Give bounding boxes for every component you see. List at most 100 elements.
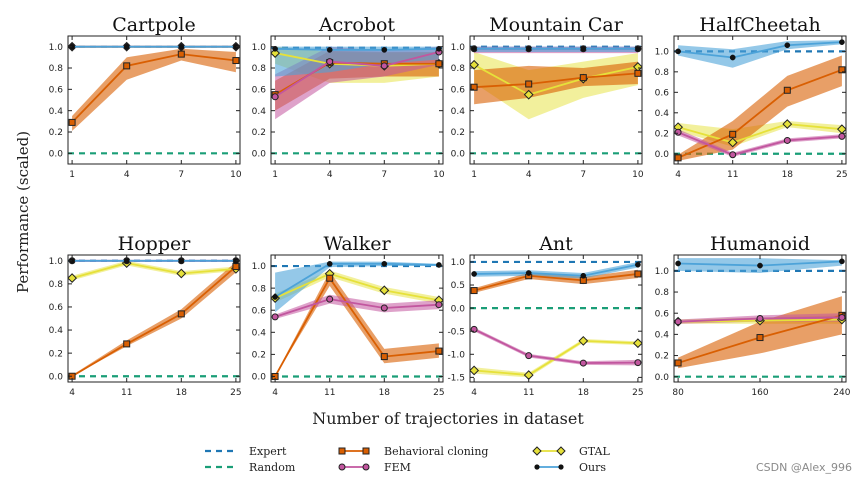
axes-frame-mountain-car bbox=[469, 35, 643, 165]
legend-label-gtal: GTAL bbox=[579, 445, 610, 458]
fem-point bbox=[525, 352, 533, 360]
ours-point bbox=[326, 47, 333, 53]
fem-point bbox=[783, 136, 791, 144]
x-tick-label: 160 bbox=[751, 388, 768, 398]
bc-point bbox=[470, 83, 478, 91]
gtal-point bbox=[782, 119, 793, 129]
x-tick-label: 18 bbox=[782, 170, 794, 180]
fem-point bbox=[838, 313, 846, 321]
x-tick-label: 4 bbox=[69, 388, 75, 398]
y-tick-label: 0.2 bbox=[655, 352, 669, 362]
y-tick-label: 0.0 bbox=[252, 373, 267, 383]
fem-point bbox=[271, 93, 279, 101]
ours-point bbox=[757, 262, 763, 269]
gtal-point bbox=[578, 335, 589, 346]
ours-point bbox=[272, 294, 278, 300]
y-tick-label: -1.0 bbox=[447, 350, 465, 360]
subplot-hopper: Hopper 0.0 0.2 0.4 0.6 0.8 1.0 4 11 18 25 bbox=[49, 233, 242, 398]
bc-point bbox=[756, 334, 764, 342]
y-tick-label: 0.6 bbox=[451, 86, 466, 96]
ours-point bbox=[436, 45, 442, 52]
legend-marker-bc bbox=[338, 447, 346, 455]
bc-point bbox=[674, 359, 682, 367]
subplot-title-mountain-car: Mountain Car bbox=[489, 14, 624, 36]
fem-line bbox=[274, 51, 440, 98]
bc-point bbox=[177, 50, 185, 58]
y-tick-label: 0.6 bbox=[252, 306, 267, 316]
ours-band bbox=[474, 261, 638, 279]
y-tick-label: 0.8 bbox=[252, 284, 267, 294]
y-tick-label: 0.0 bbox=[451, 304, 466, 314]
x-tick-label: 25 bbox=[836, 170, 847, 180]
bc-band bbox=[678, 55, 842, 161]
subplot-title-hopper: Hopper bbox=[118, 233, 192, 255]
bc-line bbox=[71, 265, 237, 378]
plot-area-mountain-car bbox=[470, 45, 642, 155]
y-tick-label: 0.2 bbox=[252, 351, 266, 361]
subplot-ant: Ant -1.5 -1.0 -0.5 0.0 0.5 1.0 4 11 18 25 bbox=[447, 233, 643, 398]
y-tick-label: 1.0 bbox=[252, 43, 267, 53]
subplot-walker: Walker 0.0 0.2 0.4 0.6 0.8 1.0 4 11 18 25 bbox=[252, 233, 445, 398]
x-tick-label: 25 bbox=[433, 388, 444, 398]
x-tick-label: 4 bbox=[124, 170, 130, 180]
ours-line bbox=[275, 47, 439, 51]
bc-point bbox=[68, 118, 76, 126]
fem-line bbox=[274, 298, 439, 318]
bc-band bbox=[72, 261, 236, 377]
ours-band bbox=[275, 261, 439, 313]
gtal-line bbox=[474, 339, 638, 376]
ours-point bbox=[839, 39, 845, 45]
fem-point bbox=[838, 132, 846, 140]
legend-marker-bc bbox=[362, 447, 370, 455]
y-tick-label: 0.4 bbox=[451, 107, 466, 117]
gtal-point bbox=[271, 48, 281, 58]
legend-label-fem: FEM bbox=[384, 461, 411, 474]
x-tick-label: 4 bbox=[327, 170, 333, 180]
y-tick-label: 0.2 bbox=[49, 349, 63, 359]
legend-item-bc: Behavioral cloning bbox=[338, 445, 488, 458]
ours-point bbox=[525, 45, 532, 52]
subplot-mountain-car: Mountain Car 0.0 0.2 0.4 0.6 0.8 1.0 1 4 7 10 bbox=[451, 14, 644, 180]
legend-item-fem: FEM bbox=[338, 461, 411, 474]
legend-marker-ours bbox=[534, 464, 540, 470]
ours-point bbox=[675, 260, 681, 267]
subplot-grid: Cartpole 0.0 0.2 0.4 0.6 0.8 1.0 1 4 7 10 Acrobot 0.… bbox=[49, 14, 851, 398]
bc-point bbox=[634, 270, 642, 278]
gtal-line bbox=[71, 262, 236, 279]
subplot-title-walker: Walker bbox=[323, 233, 391, 255]
legend-marker-fem bbox=[362, 463, 370, 471]
gtal-point bbox=[68, 273, 78, 283]
subplot-cartpole: Cartpole 0.0 0.2 0.4 0.6 0.8 1.0 1 4 7 10 bbox=[49, 14, 242, 180]
y-tick-label: 0.2 bbox=[252, 128, 266, 138]
y-tick-label: 1.0 bbox=[49, 257, 64, 267]
x-tick-label: 240 bbox=[833, 388, 850, 398]
gtal-band bbox=[72, 260, 236, 281]
plot-area-hopper bbox=[68, 257, 240, 380]
x-tick-label: 1 bbox=[272, 170, 278, 180]
y-tick-label: 1.0 bbox=[451, 258, 466, 268]
x-tick-label: 1 bbox=[69, 170, 75, 180]
plot-area-acrobot bbox=[271, 45, 443, 155]
bc-line bbox=[71, 53, 237, 124]
axes-frame-ant bbox=[469, 254, 643, 383]
bc-point bbox=[177, 310, 185, 318]
legend-label-bc: Behavioral cloning bbox=[384, 445, 488, 458]
legend-label-random: Random bbox=[249, 461, 296, 474]
fem-band bbox=[275, 294, 439, 320]
bc-point bbox=[470, 287, 478, 295]
y-tick-label: -0.5 bbox=[447, 327, 465, 337]
fem-point bbox=[634, 359, 642, 367]
bc-point bbox=[525, 80, 533, 88]
axes-frame-hopper bbox=[67, 254, 241, 383]
y-tick-label: 0.6 bbox=[655, 89, 670, 99]
x-tick-label: 11 bbox=[523, 388, 534, 398]
legend-item-expert: Expert bbox=[205, 445, 287, 458]
y-tick-label: 0.2 bbox=[49, 128, 63, 138]
ours-point bbox=[580, 272, 587, 279]
y-tick-label: 0.6 bbox=[655, 309, 670, 319]
y-tick-label: -1.5 bbox=[447, 374, 465, 384]
subplot-humanoid: Humanoid 0.0 0.2 0.4 0.6 0.8 1.0 80 160 240 bbox=[655, 233, 851, 398]
x-tick-label: 18 bbox=[578, 388, 590, 398]
y-tick-label: 0.0 bbox=[451, 150, 466, 160]
fem-point bbox=[756, 315, 764, 322]
